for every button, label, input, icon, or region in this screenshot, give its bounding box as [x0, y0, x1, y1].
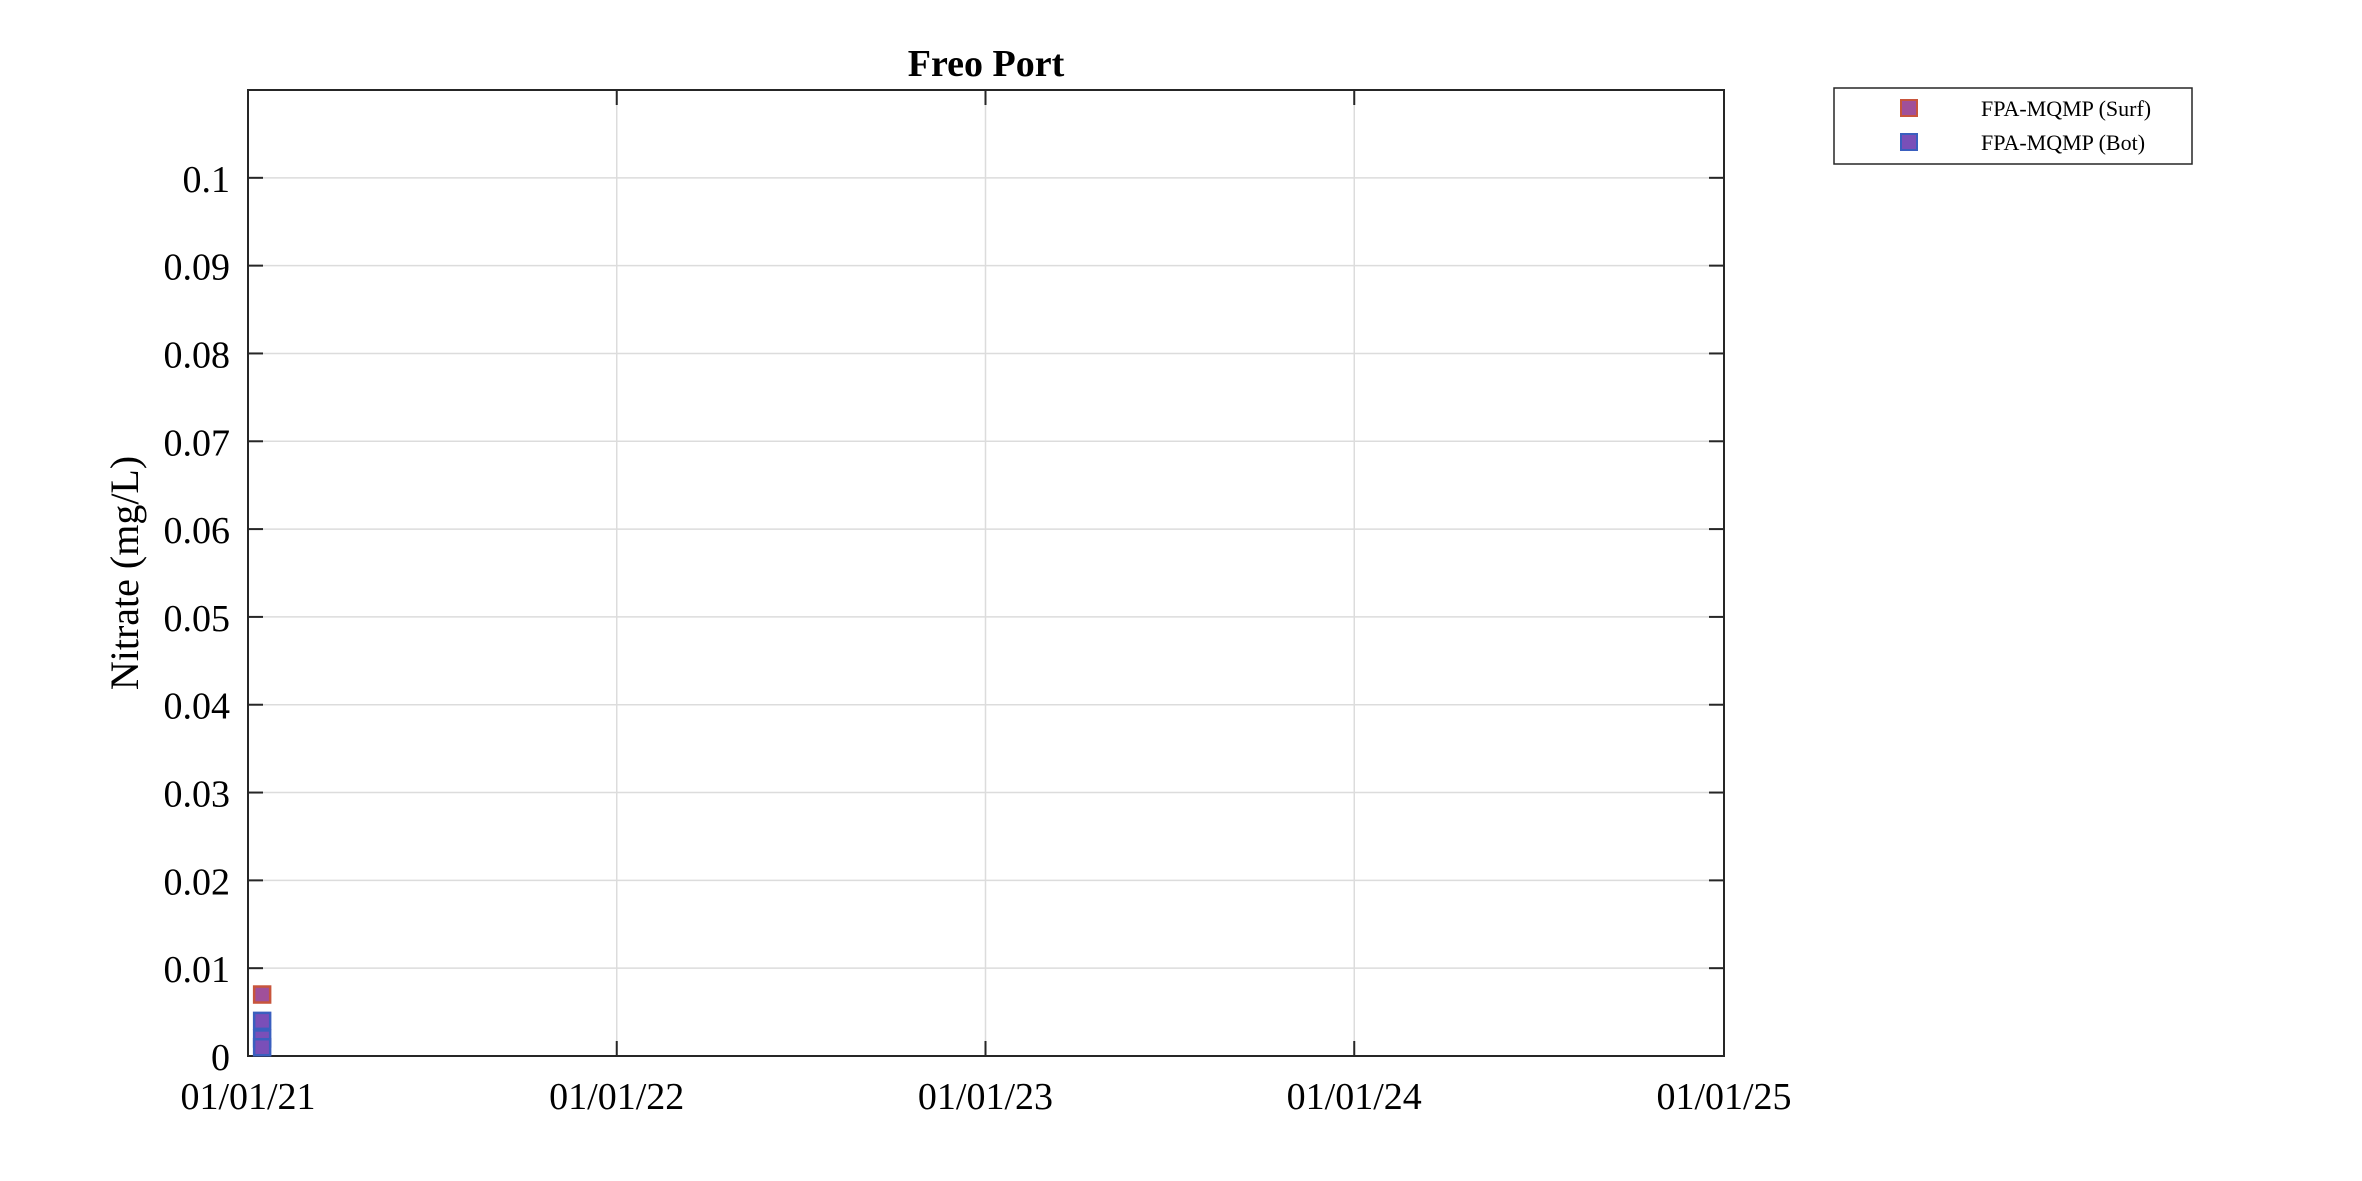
legend-label-bot: FPA-MQMP (Bot)	[1981, 130, 2145, 155]
y-tick-label: 0.01	[164, 949, 231, 991]
x-tick-label: 01/01/25	[1656, 1076, 1791, 1118]
y-tick-label: 0.1	[183, 159, 231, 201]
x-tick-label: 01/01/23	[918, 1076, 1053, 1118]
legend: FPA-MQMP (Surf) FPA-MQMP (Bot)	[1833, 87, 2193, 165]
y-tick-label: 0.03	[164, 774, 231, 816]
data-points	[252, 985, 272, 1057]
grid	[248, 90, 1724, 1056]
y-tick-label: 0.02	[164, 861, 231, 903]
y-tick-label: 0.09	[164, 247, 231, 289]
y-tick-label: 0.04	[164, 686, 231, 728]
legend-marker-bot	[1900, 133, 1918, 151]
y-tick-labels: 0 0.01 0.02 0.03 0.04 0.05 0.06 0.07 0.08 0.09 0.1	[164, 159, 231, 1079]
x-tick-label: 01/01/22	[549, 1076, 684, 1118]
y-tick-label: 0.06	[164, 510, 231, 552]
x-tick-labels: 01/01/21 01/01/22 01/01/23 01/01/24 01/01/25	[180, 1076, 1791, 1118]
legend-label-surf: FPA-MQMP (Surf)	[1981, 96, 2151, 121]
y-tick-label: 0.07	[164, 422, 231, 464]
axis-ticks	[248, 90, 1724, 1057]
x-tick-label: 01/01/21	[180, 1076, 315, 1118]
data-point-surf	[252, 985, 272, 1004]
legend-marker-surf	[1900, 99, 1918, 117]
data-point-bot	[252, 1011, 272, 1031]
y-tick-label: 0.08	[164, 334, 231, 376]
data-point-bot	[252, 1037, 272, 1057]
y-tick-label: 0	[211, 1037, 230, 1079]
y-tick-label: 0.05	[164, 598, 231, 640]
chart-title: Freo Port	[908, 43, 1065, 85]
x-tick-label: 01/01/24	[1287, 1076, 1422, 1118]
y-axis-label: Nitrate (mg/L)	[102, 456, 147, 690]
legend-box	[1833, 87, 2193, 165]
